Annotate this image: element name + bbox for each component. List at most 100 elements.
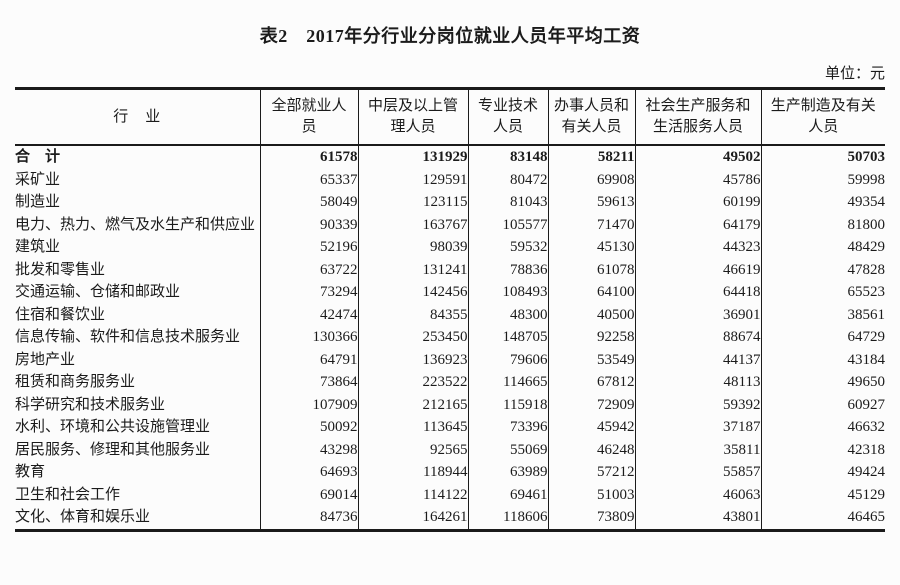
wage-value: 129591	[357, 168, 468, 191]
wage-value: 61578	[259, 145, 358, 169]
wage-value: 60199	[634, 191, 761, 214]
wage-value: 45942	[547, 416, 635, 439]
wage-value: 60927	[760, 393, 885, 416]
industry-label: 科学研究和技术服务业	[15, 396, 166, 413]
wage-value: 43184	[760, 348, 885, 371]
industry-label: 租赁和商务服务业	[15, 374, 136, 390]
wage-value: 58049	[259, 191, 358, 214]
wage-value: 84736	[259, 506, 358, 530]
wage-value: 92258	[547, 326, 635, 349]
wage-value: 69908	[547, 168, 635, 191]
table-row: 电力、热力、燃气及水生产和供应业 90339 163767 105577 71470 64…	[15, 213, 885, 236]
table-row: 租赁和商务服务业 73864 223522 114665 67812 48113 49650	[15, 371, 885, 394]
wage-value: 114665	[467, 371, 548, 394]
table-row: 科学研究和技术服务业 107909 212165 115918 72909 59392 60…	[15, 393, 885, 416]
wage-value: 73864	[259, 371, 358, 394]
wage-value: 46063	[634, 483, 761, 506]
wage-value: 46248	[547, 438, 635, 461]
wage-value: 65337	[259, 168, 358, 191]
table-row: 卫生和社会工作 69014 114122 69461 51003 46063 45129	[15, 483, 885, 506]
wage-value: 64791	[259, 348, 358, 371]
unit-note: 单位：元	[824, 66, 885, 82]
wage-value: 59532	[467, 236, 548, 259]
wage-table: 行 业全部就业人员 中层及以上管理人员 专业技术人员 办事人员和有关人员 社会生产服务和…	[15, 87, 885, 532]
wage-value: 55069	[467, 438, 548, 461]
wage-value: 69014	[259, 483, 358, 506]
wage-value: 50703	[760, 145, 885, 169]
wage-value: 37187	[634, 416, 761, 439]
industry-label: 批发和零售业	[15, 261, 106, 278]
wage-value: 63989	[467, 461, 548, 484]
column-header: 中层及以上管理人员	[357, 88, 468, 146]
wage-value: 163767	[357, 213, 468, 236]
column-header: 生产制造及有关人员	[760, 88, 885, 146]
wage-value: 46465	[760, 506, 885, 530]
column-header: 办事人员和有关人员	[547, 88, 635, 146]
table-row: 合 计 61578 131929 83148 58211 49502 50703	[15, 145, 885, 169]
industry-label: 卫生和社会工作	[15, 486, 121, 503]
wage-value: 212165	[357, 393, 468, 416]
column-header: 社会生产服务和生活服务人员	[634, 88, 761, 146]
wage-value: 35811	[634, 438, 761, 461]
wage-value: 164261	[357, 506, 468, 530]
wage-value: 83148	[467, 145, 548, 169]
wage-value: 42474	[259, 303, 358, 326]
wage-value: 49650	[760, 371, 885, 394]
wage-value: 57212	[547, 461, 635, 484]
industry-label: 电力、热力、燃气及水生产和供应业	[15, 216, 256, 233]
wage-value: 64693	[259, 461, 358, 484]
table-header: 行 业全部就业人员 中层及以上管理人员 专业技术人员 办事人员和有关人员 社会生产服务和…	[15, 88, 885, 146]
wage-value: 58211	[547, 145, 635, 169]
wage-value: 65523	[760, 281, 885, 304]
table-row: 交通运输、仓储和邮政业 73294 142456 108493 64100 64418 65…	[15, 281, 885, 304]
wage-value: 81043	[467, 191, 548, 214]
wage-value: 64729	[760, 326, 885, 349]
table-row: 教育 64693 118944 63989 57212 55857 49424	[15, 461, 885, 484]
wage-value: 64100	[547, 281, 635, 304]
wage-value: 52196	[259, 236, 358, 259]
industry-label: 交通运输、仓储和邮政业	[15, 284, 181, 300]
industry-label: 居民服务、修理和其他服务业	[15, 441, 211, 458]
wage-value: 113645	[357, 416, 468, 439]
wage-value: 55857	[634, 461, 761, 484]
wage-value: 84355	[357, 303, 468, 326]
table-title: 表2 2017年分行业分岗位就业人员年平均工资	[259, 26, 641, 46]
industry-label: 房地产业	[15, 351, 76, 368]
table-row: 文化、体育和娱乐业 84736 164261 118606 73809 43801 4646…	[15, 506, 885, 530]
industry-label: 采矿业	[15, 171, 61, 188]
column-header: 专业技术人员	[467, 88, 548, 146]
wage-value: 45129	[760, 483, 885, 506]
table-body: 合 计 61578 131929 83148 58211 49502 50703 采矿业 653…	[15, 145, 885, 530]
industry-label: 住宿和餐饮业	[15, 306, 106, 323]
wage-value: 40500	[547, 303, 635, 326]
wage-value: 59613	[547, 191, 635, 214]
column-header: 行 业	[15, 88, 260, 146]
wage-value: 81800	[760, 213, 885, 236]
wage-value: 64179	[634, 213, 761, 236]
wage-value: 63722	[259, 258, 358, 281]
industry-label: 文化、体育和娱乐业	[15, 509, 151, 525]
wage-value: 43801	[634, 506, 761, 530]
wage-value: 48113	[634, 371, 761, 394]
wage-value: 45130	[547, 236, 635, 259]
industry-label: 信息传输、软件和信息技术服务业	[15, 329, 241, 345]
industry-label: 教育	[15, 464, 46, 480]
wage-value: 148705	[467, 326, 548, 349]
wage-value: 73396	[467, 416, 548, 439]
wage-value: 223522	[357, 371, 468, 394]
wage-value: 49502	[634, 145, 761, 169]
wage-value: 131929	[357, 145, 468, 169]
wage-value: 114122	[357, 483, 468, 506]
wage-value: 107909	[259, 393, 358, 416]
wage-value: 131241	[357, 258, 468, 281]
wage-value: 142456	[357, 281, 468, 304]
wage-value: 88674	[634, 326, 761, 349]
wage-value: 48429	[760, 236, 885, 259]
wage-value: 130366	[259, 326, 358, 349]
wage-value: 53549	[547, 348, 635, 371]
wage-value: 59392	[634, 393, 761, 416]
industry-label: 建筑业	[15, 239, 61, 255]
wage-value: 59998	[760, 168, 885, 191]
wage-value: 64418	[634, 281, 761, 304]
